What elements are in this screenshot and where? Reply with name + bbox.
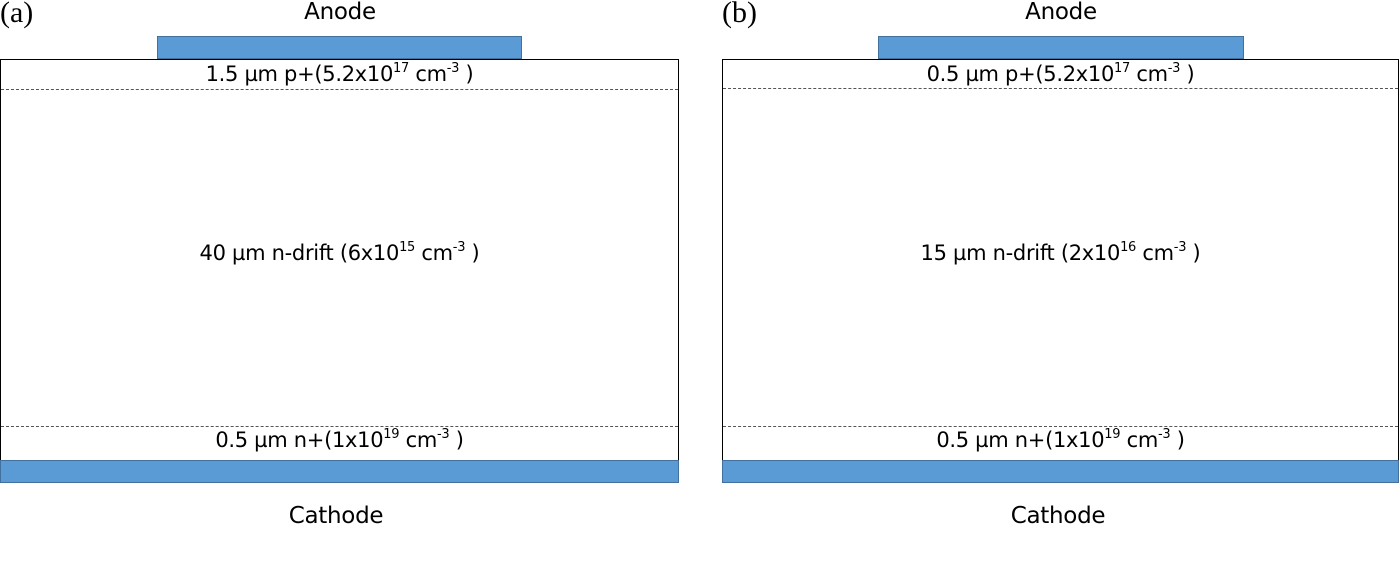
cathode-electrode [0,460,679,483]
p-layer-label: 0.5 µm p+(5.2x1017 cm-3 ) [926,61,1195,86]
cathode-electrode [722,460,1399,483]
n-layer-label: 0.5 µm n+(1x1019 cm-3 ) [936,427,1185,452]
p-layer-boundary [1,89,678,90]
p-layer-boundary [723,88,1398,89]
n-layer-boundary [1,426,678,427]
n-layer-boundary [723,426,1398,427]
cathode-label: Cathode [1010,503,1106,529]
cathode-label: Cathode [288,503,384,529]
device-body: 0.5 µm p+(5.2x1017 cm-3 ) 15 µm n-drift … [722,59,1399,461]
panel-b: (b) Anode 0.5 µm p+(5.2x1017 cm-3 ) 15 µ… [722,0,1400,567]
n-layer-label: 0.5 µm n+(1x1019 cm-3 ) [215,427,464,452]
anode-electrode [878,36,1244,59]
anode-electrode [157,36,522,59]
drift-layer-label: 40 µm n-drift (6x1015 cm-3 ) [199,240,480,265]
panel-label: (b) [722,0,757,29]
anode-label: Anode [1025,0,1097,25]
anode-label: Anode [304,0,376,25]
p-layer-label: 1.5 µm p+(5.2x1017 cm-3 ) [205,61,474,86]
device-body: 1.5 µm p+(5.2x1017 cm-3 ) 40 µm n-drift … [0,59,679,461]
drift-layer-label: 15 µm n-drift (2x1016 cm-3 ) [920,240,1201,265]
panel-label: (a) [0,0,34,29]
panel-a: (a) Anode 1.5 µm p+(5.2x1017 cm-3 ) 40 µ… [0,0,679,529]
